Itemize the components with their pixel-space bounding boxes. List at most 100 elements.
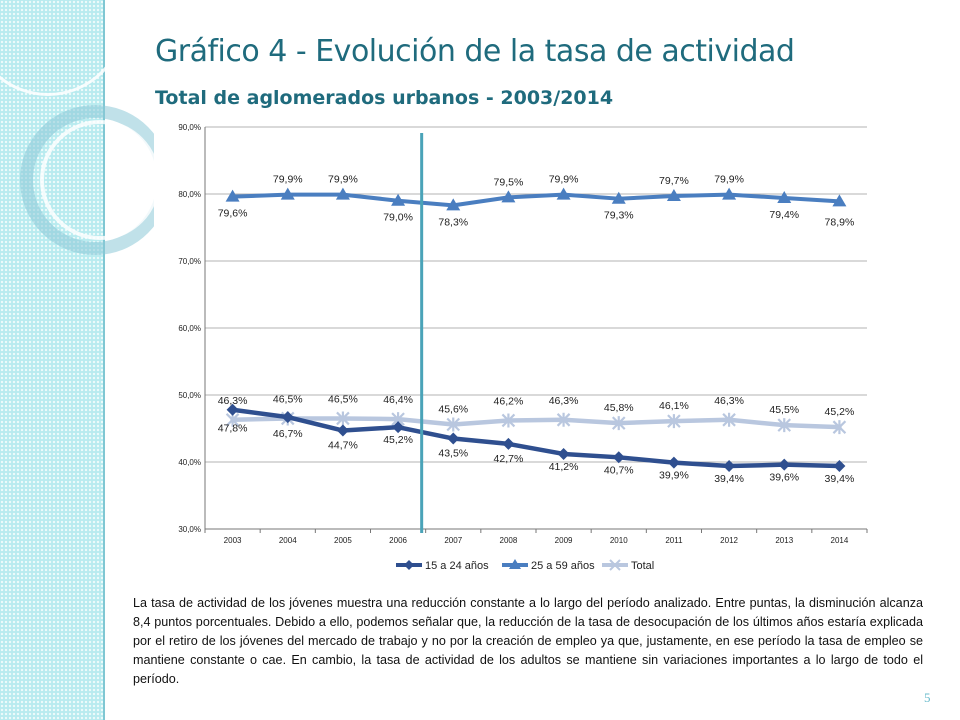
chart-background bbox=[154, 115, 882, 580]
data-point-marker bbox=[777, 418, 792, 433]
data-label: 46,3% bbox=[549, 395, 579, 407]
series-line bbox=[230, 416, 842, 430]
data-label: 39,4% bbox=[714, 473, 744, 485]
data-label: 79,7% bbox=[659, 175, 689, 187]
data-label: 46,5% bbox=[328, 393, 358, 405]
data-label: 47,8% bbox=[218, 423, 248, 435]
data-label: 40,7% bbox=[604, 464, 634, 476]
data-point-marker bbox=[501, 413, 516, 428]
data-point-marker bbox=[281, 411, 294, 424]
data-point-marker bbox=[501, 190, 516, 203]
data-label: 79,6% bbox=[218, 208, 248, 220]
data-point-marker bbox=[832, 420, 847, 435]
data-point-marker bbox=[778, 458, 791, 471]
data-label: 45,5% bbox=[769, 404, 799, 416]
data-point-marker bbox=[722, 412, 736, 427]
data-point-marker bbox=[556, 412, 571, 427]
data-point-marker bbox=[667, 456, 680, 469]
data-label: 79,5% bbox=[494, 176, 524, 188]
data-label: 39,6% bbox=[769, 472, 799, 484]
data-label: 39,4% bbox=[825, 473, 855, 485]
x-tick-label: 2004 bbox=[279, 536, 297, 545]
legend-label: Total bbox=[631, 560, 654, 572]
x-tick-label: 2011 bbox=[665, 536, 683, 545]
data-point-marker bbox=[556, 187, 571, 200]
x-tick-label: 2010 bbox=[610, 536, 628, 545]
slide-title: Gráfico 4 - Evolución de la tasa de acti… bbox=[155, 34, 795, 69]
data-point-marker bbox=[336, 424, 349, 437]
x-tick-label: 2012 bbox=[720, 536, 738, 545]
x-tick-label: 2003 bbox=[224, 536, 242, 545]
legend-label: 15 a 24 años bbox=[425, 560, 489, 572]
data-label: 46,7% bbox=[273, 428, 303, 440]
data-label: 46,2% bbox=[494, 395, 524, 407]
data-label: 79,3% bbox=[604, 210, 634, 222]
data-label: 39,9% bbox=[659, 470, 689, 482]
data-point-marker bbox=[777, 191, 792, 204]
data-point-marker bbox=[447, 432, 460, 445]
data-point-marker bbox=[225, 189, 240, 202]
data-label: 45,6% bbox=[438, 403, 468, 415]
data-label: 78,9% bbox=[825, 216, 855, 228]
data-point-marker bbox=[391, 193, 406, 206]
legend-marker bbox=[404, 560, 414, 570]
data-label: 45,2% bbox=[383, 434, 413, 446]
y-tick-label: 40,0% bbox=[178, 458, 201, 467]
data-point-marker bbox=[612, 451, 625, 464]
chart-area: 30,0% 40,0% 50,0% 60,0% 70,0% 80,0% 90,0% 2003 2… bbox=[154, 115, 882, 580]
body-paragraph: La tasa de actividad de los jóvenes mues… bbox=[133, 596, 923, 686]
data-label: 42,7% bbox=[494, 453, 524, 465]
data-label: 45,2% bbox=[825, 406, 855, 418]
x-tick-label: 2008 bbox=[500, 536, 518, 545]
slide-subtitle: Total de aglomerados urbanos - 2003/2014 bbox=[155, 87, 614, 109]
data-label: 45,8% bbox=[604, 402, 634, 414]
page-number: 5 bbox=[924, 690, 931, 705]
decorative-circle bbox=[40, 120, 160, 240]
legend-marker bbox=[609, 559, 621, 571]
y-tick-label: 60,0% bbox=[178, 324, 201, 333]
y-tick-label: 90,0% bbox=[178, 123, 201, 132]
data-point-marker bbox=[611, 191, 626, 204]
data-label: 43,5% bbox=[438, 448, 468, 460]
data-point-marker bbox=[502, 437, 515, 450]
data-point-marker bbox=[611, 416, 626, 431]
data-label: 46,5% bbox=[273, 393, 303, 405]
decorative-circle bbox=[0, 0, 126, 96]
x-tick-label: 2014 bbox=[831, 536, 849, 545]
data-point-marker bbox=[723, 460, 736, 473]
data-point-marker bbox=[832, 194, 847, 207]
data-point-marker bbox=[226, 403, 239, 416]
x-tick-label: 2006 bbox=[389, 536, 407, 545]
data-label: 46,3% bbox=[218, 395, 248, 407]
data-label: 44,7% bbox=[328, 440, 358, 452]
data-point-marker bbox=[392, 421, 405, 434]
data-label: 79,9% bbox=[714, 174, 744, 186]
y-tick-label: 80,0% bbox=[178, 190, 201, 199]
y-tick-label: 70,0% bbox=[178, 257, 201, 266]
data-point-marker bbox=[722, 187, 737, 200]
x-tick-label: 2013 bbox=[775, 536, 793, 545]
y-tick-label: 50,0% bbox=[178, 391, 201, 400]
legend-label: 25 a 59 años bbox=[531, 560, 595, 572]
data-point-marker bbox=[557, 447, 570, 460]
data-point-marker bbox=[280, 187, 295, 200]
data-point-marker bbox=[335, 187, 350, 200]
data-point-marker bbox=[833, 460, 846, 473]
data-label: 46,3% bbox=[714, 395, 744, 407]
data-point-marker bbox=[666, 189, 681, 202]
data-point-marker bbox=[446, 417, 461, 432]
legend-marker bbox=[509, 559, 521, 569]
data-label: 79,0% bbox=[383, 212, 413, 224]
data-point-marker bbox=[336, 411, 350, 426]
x-tick-label: 2009 bbox=[555, 536, 573, 545]
series-line bbox=[230, 407, 842, 469]
data-point-marker bbox=[667, 414, 681, 429]
data-label: 79,9% bbox=[273, 174, 303, 186]
data-point-marker bbox=[446, 198, 461, 211]
series-line bbox=[230, 192, 842, 208]
data-label: 78,3% bbox=[438, 216, 468, 228]
line-chart: 30,0% 40,0% 50,0% 60,0% 70,0% 80,0% 90,0% 2003 2… bbox=[154, 115, 882, 580]
data-label: 41,2% bbox=[549, 461, 579, 473]
data-label: 46,1% bbox=[659, 400, 689, 412]
x-tick-label: 2005 bbox=[334, 536, 352, 545]
